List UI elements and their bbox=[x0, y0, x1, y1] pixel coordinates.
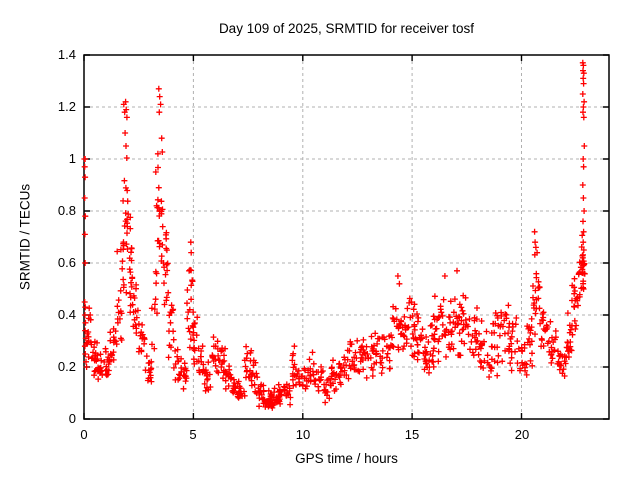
grid-lines bbox=[84, 55, 609, 419]
y-tick-label: 1.2 bbox=[57, 99, 76, 114]
y-tick-label: 0.6 bbox=[57, 255, 76, 270]
x-axis-label: GPS time / hours bbox=[295, 451, 398, 466]
x-tick-label: 0 bbox=[80, 427, 88, 442]
x-tick-label: 15 bbox=[404, 427, 420, 442]
x-tick-label: 20 bbox=[514, 427, 530, 442]
y-tick-label: 1.4 bbox=[57, 47, 76, 62]
y-tick-label: 0.2 bbox=[57, 359, 76, 374]
plot-border bbox=[83, 54, 610, 420]
y-tick-label: 0.8 bbox=[57, 203, 76, 218]
y-tick-label: 0 bbox=[68, 411, 76, 426]
x-tick-label: 5 bbox=[189, 427, 197, 442]
y-tick-label: 1 bbox=[68, 151, 76, 166]
chart-title: Day 109 of 2025, SRMTID for receiver tos… bbox=[218, 21, 475, 36]
scatter-points bbox=[81, 59, 588, 411]
y-tick-label: 0.4 bbox=[57, 307, 76, 322]
x-tick-label: 10 bbox=[295, 427, 311, 442]
